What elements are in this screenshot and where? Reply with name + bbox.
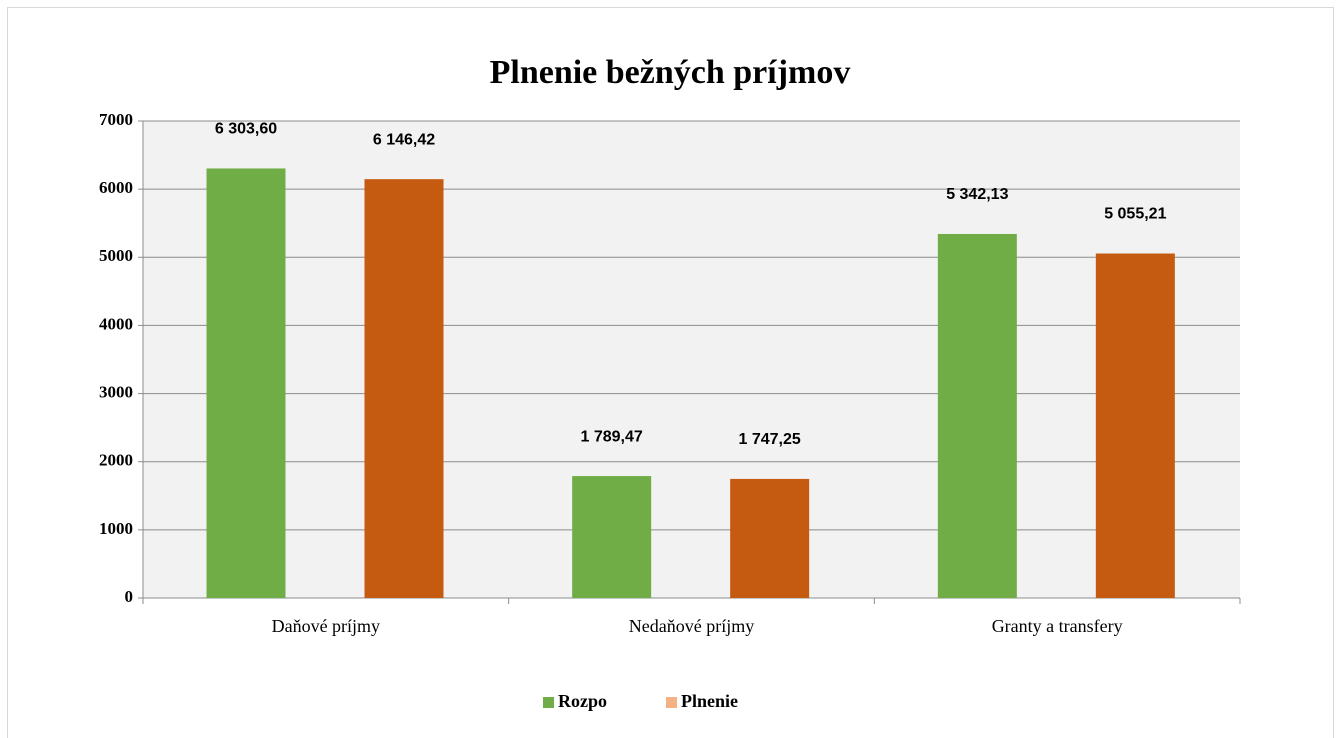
y-tick-label: 3000 bbox=[99, 382, 133, 401]
x-tick-label: Granty a transfery bbox=[992, 616, 1123, 636]
y-tick-label: 5000 bbox=[99, 246, 133, 265]
data-label: 5 342,13 bbox=[946, 186, 1008, 203]
plot-area bbox=[143, 121, 1240, 598]
x-tick-label: Daňové príjmy bbox=[272, 616, 380, 636]
bar bbox=[364, 179, 444, 598]
legend-swatch bbox=[543, 697, 554, 708]
legend-label: Plnenie bbox=[681, 691, 738, 711]
y-tick-label: 1000 bbox=[99, 519, 133, 538]
chart-title: Plnenie bežných príjmov bbox=[490, 54, 851, 91]
bar bbox=[572, 476, 652, 598]
data-label: 6 146,42 bbox=[373, 131, 435, 148]
y-tick-label: 6000 bbox=[99, 178, 133, 197]
bar bbox=[206, 168, 286, 598]
data-label: 1 789,47 bbox=[581, 428, 643, 445]
bar bbox=[1095, 253, 1175, 598]
data-label: 1 747,25 bbox=[739, 431, 801, 448]
y-tick-label: 4000 bbox=[99, 314, 133, 333]
y-tick-label: 2000 bbox=[99, 451, 133, 470]
legend-label: Rozpo bbox=[558, 691, 607, 711]
bar bbox=[730, 478, 810, 598]
bar bbox=[937, 233, 1017, 599]
data-label: 5 055,21 bbox=[1104, 206, 1166, 223]
x-tick-label: Nedaňové príjmy bbox=[629, 616, 754, 636]
legend-swatch bbox=[666, 697, 677, 708]
data-label: 6 303,60 bbox=[215, 121, 277, 138]
y-tick-label: 7000 bbox=[99, 110, 133, 129]
y-tick-label: 0 bbox=[125, 587, 134, 606]
